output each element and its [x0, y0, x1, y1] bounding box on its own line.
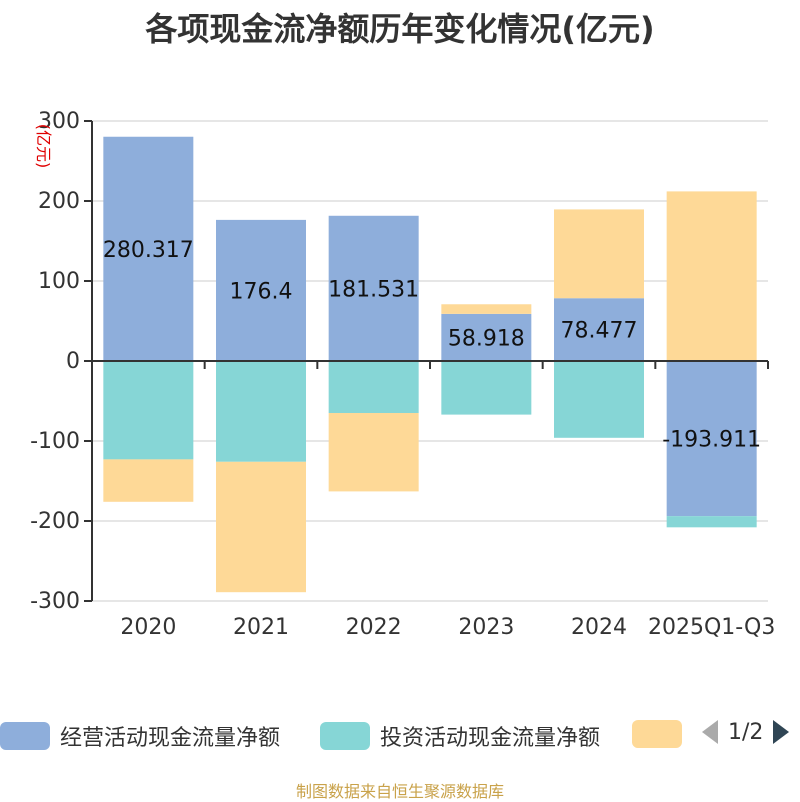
bar-series0-2024: [554, 298, 644, 361]
data-label: 176.4: [230, 279, 293, 304]
legend: 经营活动现金流量净额 投资活动现金流量净额 1/2: [0, 716, 800, 756]
data-label: -193.911: [662, 428, 761, 453]
legend-label-investing: 投资活动现金流量净额: [380, 726, 601, 751]
bar-series2-2021: [216, 461, 306, 593]
bar-series1-2023: [441, 361, 532, 415]
chart-title: 各项现金流净额历年变化情况(亿元): [145, 10, 655, 48]
y-tick-label: 300: [38, 109, 80, 134]
x-tick-label: 2023: [458, 615, 514, 640]
legend-label-operating: 经营活动现金流量净额: [60, 726, 281, 751]
bar-series1-2022: [328, 361, 419, 413]
triangle-left-icon[interactable]: [700, 718, 720, 746]
legend-page-indicator: 1/2: [728, 719, 764, 745]
y-tick-label: -200: [30, 509, 80, 534]
x-tick-label: 2024: [571, 615, 627, 640]
legend-pager: 1/2: [700, 718, 791, 746]
y-tick-label: -300: [30, 589, 80, 614]
bar-series2-2023: [441, 304, 532, 314]
bar-series0-2021: [216, 219, 306, 361]
bar-series1-2020: [103, 361, 194, 460]
bar-series2-2020: [103, 459, 194, 502]
bars: [103, 136, 757, 593]
bar-series1-2021: [216, 361, 306, 462]
x-tick-label: 2021: [233, 615, 289, 640]
legend-item-investing[interactable]: 投资活动现金流量净额: [320, 720, 600, 752]
bar-series0-2023: [441, 313, 532, 361]
data-labels: 280.317 176.4 181.531 58.918 78.477 -193.911: [103, 238, 761, 453]
source-note: 制图数据来自恒生聚源数据库: [295, 782, 504, 801]
y-tick-label: 100: [38, 269, 80, 294]
y-tick-label: -100: [30, 429, 80, 454]
y-tick-label: 0: [66, 349, 80, 374]
legend-item-operating[interactable]: 经营活动现金流量净额: [0, 720, 280, 752]
bar-series1-2025Q1-Q3: [666, 516, 757, 528]
triangle-right-icon[interactable]: [771, 718, 791, 746]
x-tick-label: 2025Q1-Q3: [648, 615, 775, 640]
data-label: 78.477: [561, 319, 638, 344]
bar-series0-2020: [103, 136, 194, 361]
grid-lines: [92, 120, 768, 602]
x-tick-label: 2020: [120, 615, 176, 640]
data-label: 280.317: [103, 238, 194, 263]
bar-series2-2022: [328, 413, 419, 492]
y-tick-label: 200: [38, 189, 80, 214]
bar-series1-2024: [554, 361, 644, 438]
bar-series0-2022: [328, 215, 419, 361]
x-tick-label: 2022: [346, 615, 402, 640]
chart-plot: 300 200 100 0 -100 -200 -300 (亿元) 2020 2021 2022 20…: [30, 109, 775, 640]
legend-swatch-operating: [0, 722, 50, 750]
data-label: 58.918: [448, 326, 525, 351]
data-label: 181.531: [328, 277, 419, 302]
legend-swatch-third-series: [632, 720, 682, 748]
axes: 300 200 100 0 -100 -200 -300 (亿元) 2020 2021 2022 20…: [30, 109, 775, 640]
bar-series0-2025Q1-Q3: [666, 361, 757, 517]
legend-item-third-series[interactable]: [632, 720, 682, 748]
legend-swatch-investing: [320, 722, 370, 750]
bar-series2-2024: [554, 209, 644, 299]
bar-series2-2025Q1-Q3: [666, 191, 757, 361]
y-axis-title: (亿元): [34, 124, 53, 169]
